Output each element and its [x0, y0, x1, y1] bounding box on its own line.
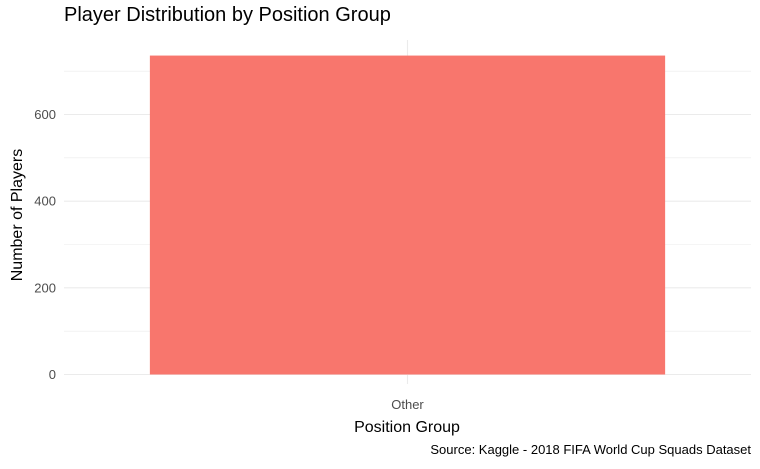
x-axis-ticks: Other: [391, 397, 424, 412]
bar-other: [149, 55, 666, 375]
y-axis-ticks: 0 200 400 600: [34, 107, 56, 382]
y-tick-label: 200: [34, 280, 56, 295]
y-tick-label: 600: [34, 107, 56, 122]
chart-caption: Source: Kaggle - 2018 FIFA World Cup Squ…: [430, 442, 751, 457]
x-axis-label: Position Group: [354, 419, 460, 436]
chart-title: Player Distribution by Position Group: [64, 4, 391, 26]
bar-series: [149, 55, 666, 375]
x-tick-label: Other: [391, 397, 424, 412]
y-tick-label: 0: [49, 367, 56, 382]
y-tick-label: 400: [34, 194, 56, 209]
y-axis-label: Number of Players: [9, 149, 26, 282]
